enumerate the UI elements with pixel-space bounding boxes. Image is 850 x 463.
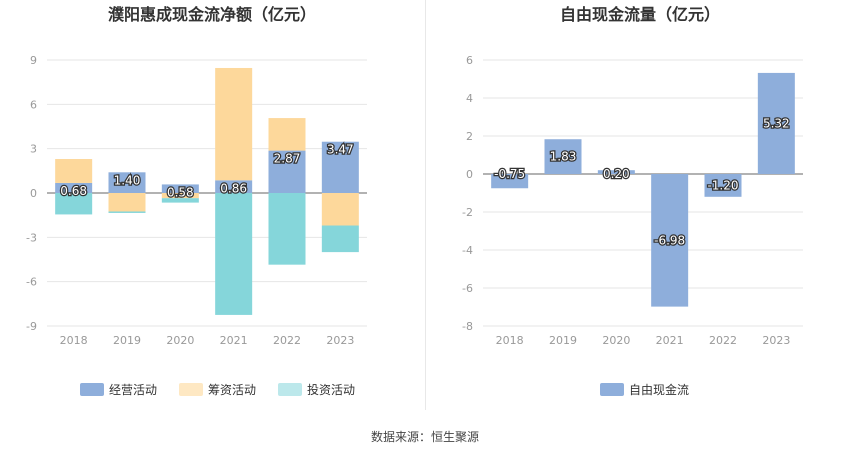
bar-筹资活动-2021: [215, 67, 253, 181]
bar-投资活动-2021: [215, 193, 253, 315]
x-tick-label: 2020: [166, 334, 194, 347]
bar-投资活动-2020: [161, 198, 199, 203]
data-label-2018: 0.68: [60, 184, 87, 198]
bar-投资活动-2019: [108, 211, 146, 213]
data-label-2018: -0.75: [494, 167, 525, 181]
data-label-2022: 2.87: [274, 152, 301, 166]
x-tick-label: 2023: [326, 334, 354, 347]
bar-自由现金流-2020: [597, 170, 635, 174]
x-tick-label: 2023: [762, 334, 790, 347]
bar-经营活动-2018: [55, 182, 93, 193]
data-source-note: 数据来源：恒生聚源: [370, 430, 479, 444]
legend-label-投资活动: 投资活动: [307, 382, 355, 397]
panel-divider: [425, 0, 426, 410]
x-tick-label: 2021: [220, 334, 248, 347]
x-tick-label: 2022: [273, 334, 301, 347]
y-tick-label: 4: [466, 92, 473, 105]
data-label-2019: 1.40: [114, 173, 141, 187]
chart-title-1: 濮阳惠成现金流净额（亿元）: [108, 5, 316, 24]
data-label-2021: -6.98: [654, 233, 685, 247]
bar-自由现金流-2022: [704, 174, 742, 197]
bar-筹资活动-2018: [55, 159, 93, 183]
y-tick-label: 6: [30, 98, 37, 111]
y-tick-label: -8: [462, 320, 473, 333]
bar-经营活动-2019: [108, 172, 146, 193]
y-tick-label: -2: [462, 206, 473, 219]
y-tick-label: 3: [30, 143, 37, 156]
legend-swatch-自由现金流: [600, 383, 624, 396]
y-tick-label: -6: [462, 282, 473, 295]
y-tick-label: -4: [462, 244, 473, 257]
y-tick-label: 0: [30, 187, 37, 200]
bar-自由现金流-2023: [757, 72, 795, 174]
legend-label-筹资活动: 筹资活动: [208, 383, 256, 397]
bar-自由现金流-2019: [544, 139, 582, 174]
data-label-2023: 3.47: [327, 143, 354, 157]
bar-投资活动-2023: [321, 225, 359, 253]
x-tick-label: 2018: [60, 334, 88, 347]
bar-筹资活动-2020: [161, 193, 199, 199]
y-tick-label: -6: [26, 276, 37, 289]
bar-经营活动-2023: [321, 141, 359, 193]
bar-经营活动-2022: [268, 150, 306, 193]
data-label-2021: 0.86: [220, 181, 247, 195]
x-tick-label: 2020: [602, 334, 630, 347]
x-tick-label: 2019: [549, 334, 577, 347]
legend-swatch-经营活动: [80, 383, 104, 396]
bar-自由现金流-2018: [491, 174, 529, 189]
legend-swatch-筹资活动: [179, 383, 203, 396]
data-label-2022: -1.20: [707, 178, 738, 192]
x-tick-label: 2019: [113, 334, 141, 347]
bar-自由现金流-2021: [651, 174, 689, 307]
bar-投资活动-2018: [55, 193, 93, 215]
y-tick-label: 2: [466, 130, 473, 143]
bar-筹资活动-2019: [108, 193, 146, 212]
y-tick-label: -3: [26, 231, 37, 244]
chart-title-2: 自由现金流量（亿元）: [560, 5, 720, 24]
y-tick-label: -9: [26, 320, 37, 333]
data-label-2020: 0.58: [167, 185, 194, 199]
bar-筹资活动-2022: [268, 118, 306, 151]
legend-label-自由现金流: 自由现金流: [629, 382, 689, 397]
legend-swatch-投资活动: [278, 383, 302, 396]
legend-label-经营活动: 经营活动: [109, 383, 157, 397]
x-tick-label: 2022: [709, 334, 737, 347]
x-tick-label: 2021: [656, 334, 684, 347]
data-label-2020: 0.20: [603, 167, 630, 181]
bar-筹资活动-2023: [321, 193, 359, 226]
x-tick-label: 2018: [496, 334, 524, 347]
data-label-2019: 1.83: [550, 150, 577, 164]
data-label-2023: 5.32: [763, 116, 790, 130]
bar-经营活动-2020: [161, 184, 199, 193]
y-tick-label: 9: [30, 54, 37, 67]
y-tick-label: 0: [466, 168, 473, 181]
bar-经营活动-2021: [215, 180, 253, 193]
bar-投资活动-2022: [268, 193, 306, 265]
y-tick-label: 6: [466, 54, 473, 67]
